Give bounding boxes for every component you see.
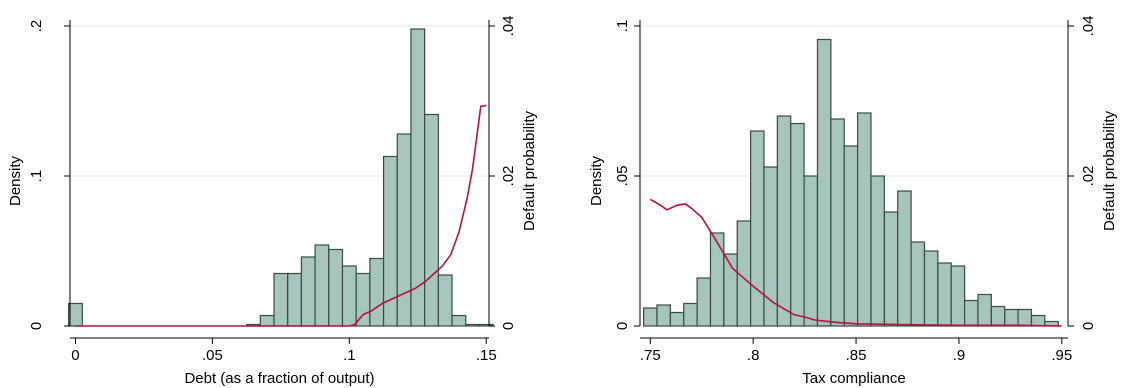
- y-axis-title: Density: [588, 155, 605, 206]
- y-tick-label: .1: [614, 20, 631, 33]
- y2-axis-title: Default probability: [1101, 110, 1118, 231]
- x-tick-label: .1: [343, 347, 356, 364]
- histogram-bar: [355, 272, 371, 327]
- y-axis-title: Density: [7, 155, 24, 206]
- histogram-bar: [790, 122, 805, 327]
- histogram-bar: [656, 304, 671, 327]
- histogram-bar: [341, 265, 357, 327]
- histogram-bar: [763, 166, 778, 327]
- histogram-bar: [478, 323, 494, 327]
- histogram-bar: [465, 323, 481, 327]
- histogram-bar: [857, 112, 872, 327]
- x-tick-label: .8: [747, 347, 760, 364]
- x-tick-label: .15: [476, 347, 497, 364]
- histogram-bar: [451, 314, 467, 327]
- y-tick-label: .05: [614, 166, 631, 187]
- histogram-bar: [273, 272, 289, 327]
- histogram-bar: [776, 115, 792, 327]
- histogram-bar: [803, 175, 819, 327]
- histogram-bar: [990, 305, 1006, 327]
- histogram-bar: [396, 133, 412, 327]
- x-axis-title: Debt (as a fraction of output): [184, 370, 374, 387]
- x-tick-label: .9: [953, 347, 966, 364]
- histogram-bar: [1017, 308, 1033, 327]
- histogram-bar: [314, 244, 330, 327]
- x-tick-label: .95: [1051, 347, 1072, 364]
- debt-histogram-panel: 0 .05 .1 .15 0 .1 .2 0 .02 .04 Debt (as a fraction…: [7, 16, 538, 387]
- y-tick-label: 0: [614, 322, 631, 330]
- y2-tick-label: .04: [500, 16, 517, 37]
- histogram-bar: [1030, 314, 1046, 327]
- y2-tick-label: .02: [500, 166, 517, 187]
- histogram-bar: [696, 277, 712, 327]
- histogram-bar: [843, 145, 859, 327]
- y2-tick-label: 0: [500, 322, 517, 330]
- tax-histogram-panel: .75 .8 .85 .9 .95 0 .05 .1 0 .02 .04 Tax compliance…: [588, 16, 1118, 387]
- histogram-bar: [937, 262, 952, 327]
- x-tick-label: .05: [202, 347, 223, 364]
- histogram-bar: [1004, 308, 1019, 327]
- y-tick-label: .2: [28, 20, 45, 33]
- histogram-bar: [369, 257, 385, 327]
- y-tick-label: 0: [28, 322, 45, 330]
- histogram-bar: [287, 272, 303, 327]
- histogram-bar: [883, 211, 899, 327]
- y2-tick-label: .02: [1080, 166, 1097, 187]
- x-tick-label: 0: [71, 347, 79, 364]
- histogram-bar: [910, 241, 926, 327]
- histogram-bar: [950, 265, 966, 327]
- histogram-bar: [830, 118, 845, 327]
- histogram-bar: [897, 190, 912, 327]
- y2-tick-label: .04: [1080, 16, 1097, 37]
- histogram-bar: [643, 307, 658, 327]
- histogram-bar: [709, 232, 725, 327]
- histogram-bar: [977, 293, 992, 327]
- histogram-bar: [410, 28, 426, 327]
- histogram-bar: [68, 302, 83, 327]
- histogram-bar: [683, 302, 698, 327]
- histogram-bar: [669, 311, 685, 327]
- histogram-bar: [923, 250, 939, 327]
- x-tick-label: .75: [640, 347, 661, 364]
- histogram-bar: [259, 314, 275, 327]
- histogram-bar: [328, 248, 344, 327]
- histogram-bar: [964, 299, 979, 327]
- histogram-bar: [424, 113, 439, 327]
- default-probability-line: [649, 198, 1062, 327]
- histogram-bar: [437, 274, 453, 327]
- y2-tick-label: 0: [1080, 322, 1097, 330]
- x-axis-title: Tax compliance: [802, 370, 905, 387]
- histogram-bar: [816, 38, 832, 327]
- histogram-bar: [870, 175, 885, 327]
- histogram-bar: [300, 256, 316, 327]
- x-tick-label: .85: [846, 347, 867, 364]
- y2-axis-title: Default probability: [521, 110, 538, 231]
- default-probability-line: [75, 104, 487, 327]
- y-tick-label: .1: [28, 170, 45, 183]
- histogram-bar: [750, 130, 765, 327]
